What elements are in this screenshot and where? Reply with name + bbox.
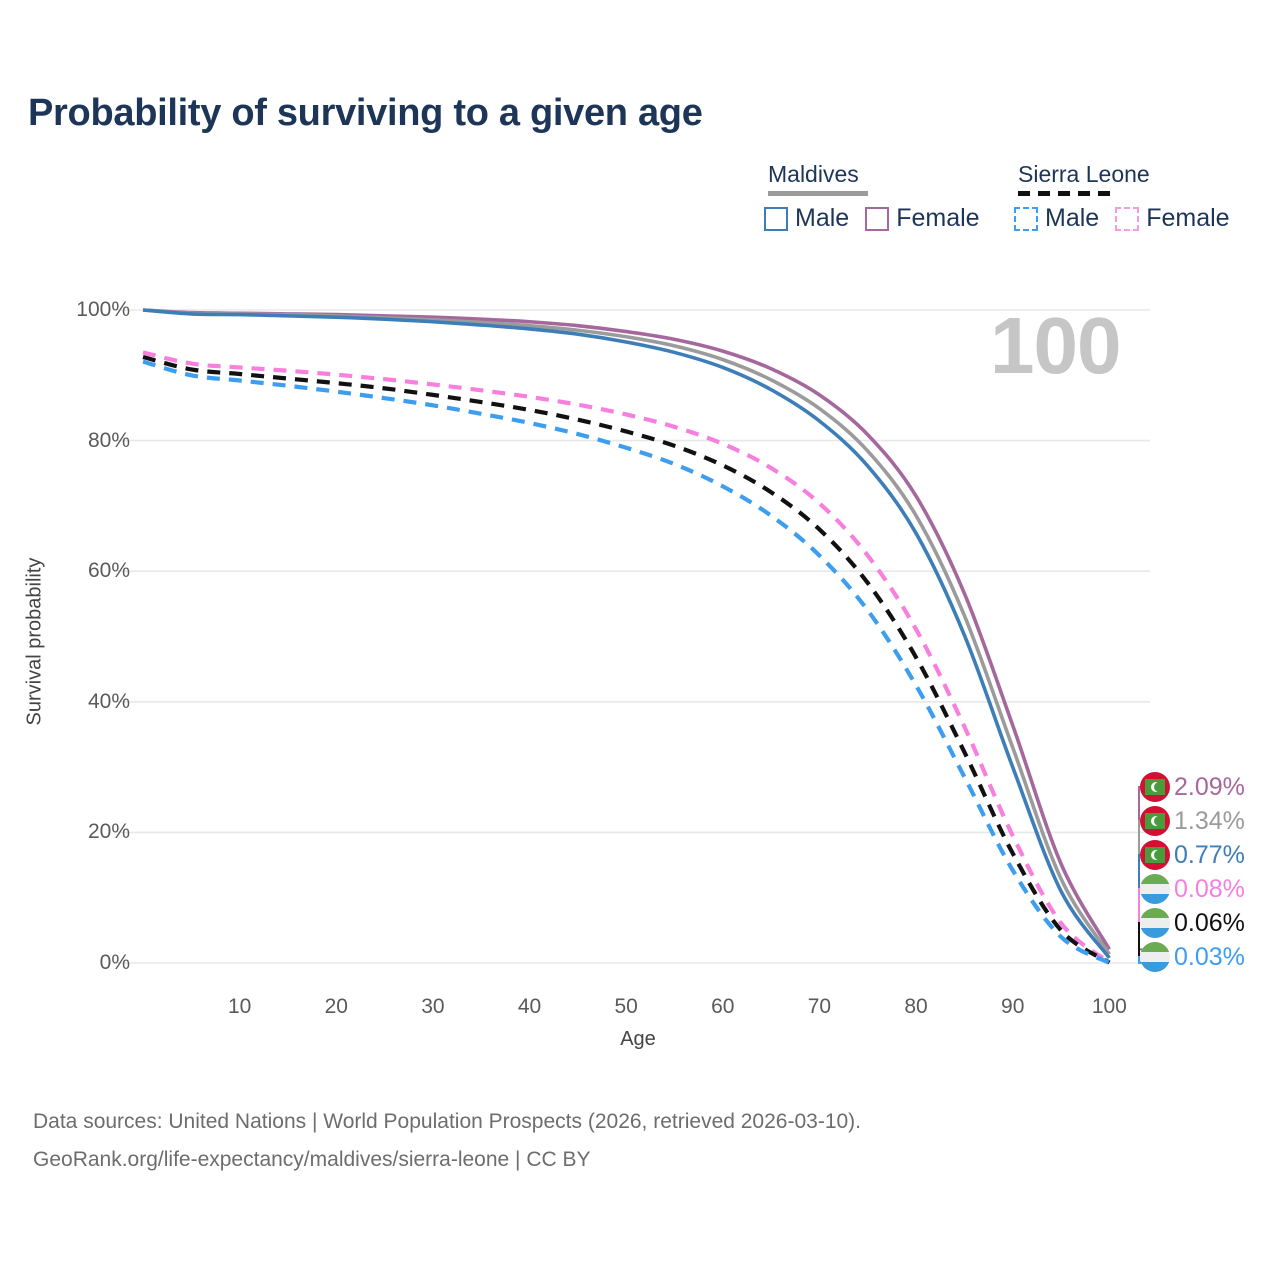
footer-line-url: GeoRank.org/life-expectancy/maldives/sie… bbox=[33, 1148, 591, 1171]
x-axis-title: Age bbox=[0, 1028, 1280, 1051]
legend-item-maldives-male[interactable]: Male bbox=[764, 204, 849, 233]
y-tick-label: 60% bbox=[87, 559, 130, 583]
legend-group-sierra-leone: Sierra Leone Male Female bbox=[1006, 160, 1256, 233]
series-end-label: 0.06% bbox=[1140, 906, 1245, 940]
series-end-label: 0.08% bbox=[1140, 872, 1245, 906]
footer-line-sources: Data sources: United Nations | World Pop… bbox=[33, 1110, 862, 1133]
x-tick-label: 90 bbox=[1001, 995, 1025, 1018]
x-tick-label: 80 bbox=[904, 995, 928, 1018]
series-end-label: 0.77% bbox=[1140, 838, 1245, 872]
x-tick-label: 40 bbox=[517, 995, 542, 1018]
x-axis-title-text: Age bbox=[620, 1028, 656, 1050]
legend-item-maldives-female[interactable]: Female bbox=[865, 204, 980, 233]
y-tick-label: 100% bbox=[76, 298, 130, 321]
legend-swatch-sierra-leone-male-icon bbox=[1014, 206, 1038, 231]
legend-swatch-maldives-male-icon bbox=[764, 206, 788, 231]
sierra-leone-flag-icon bbox=[1140, 874, 1170, 904]
sierra-leone-flag-icon bbox=[1140, 908, 1170, 938]
series-end-label: 0.03% bbox=[1140, 940, 1245, 974]
legend-item-sierra-leone-female[interactable]: Female bbox=[1115, 204, 1230, 233]
series-end-label: 2.09% bbox=[1140, 770, 1245, 804]
footer-credits: Data sources: United Nations | World Pop… bbox=[33, 1103, 861, 1179]
legend-group-title-maldives: Maldives bbox=[768, 161, 859, 187]
legend-item-sierra-leone-male[interactable]: Male bbox=[1014, 204, 1099, 233]
legend-group-title-sierra-leone: Sierra Leone bbox=[1018, 161, 1150, 187]
legend-label-maldives-male: Male bbox=[795, 204, 850, 232]
maldives-flag-icon bbox=[1140, 840, 1170, 870]
legend-label-maldives-female: Female bbox=[896, 204, 980, 232]
x-tick-label: 50 bbox=[614, 995, 638, 1018]
x-tick-label: 20 bbox=[324, 995, 348, 1018]
legend-label-sierra-leone-male: Male bbox=[1045, 204, 1100, 232]
series-end-value: 1.34% bbox=[1174, 806, 1245, 835]
y-axis-title: Survival probability bbox=[23, 557, 46, 726]
x-tick-label: 30 bbox=[421, 995, 445, 1018]
legend-rule-solid-icon bbox=[768, 191, 868, 196]
chart-watermark: 100 bbox=[990, 301, 1121, 390]
x-tick-label: 10 bbox=[227, 995, 252, 1018]
series-end-value: 2.09% bbox=[1174, 772, 1245, 801]
legend-rule-dashed-icon bbox=[1018, 191, 1118, 196]
legend-group-maldives: Maldives Male Female bbox=[756, 160, 1006, 233]
sierra-leone-flag-icon bbox=[1140, 942, 1170, 972]
maldives-flag-icon bbox=[1140, 806, 1170, 836]
page-title: Probability of surviving to a given age bbox=[28, 92, 703, 134]
legend-swatch-sierra-leone-female-icon bbox=[1115, 206, 1140, 231]
series-end-value: 0.77% bbox=[1174, 840, 1245, 869]
x-tick-label: 100 bbox=[1091, 995, 1127, 1018]
y-tick-label: 0% bbox=[99, 951, 130, 974]
series-end-label: 1.34% bbox=[1140, 804, 1245, 838]
series-end-value: 0.08% bbox=[1174, 874, 1245, 903]
x-tick-label: 60 bbox=[711, 995, 735, 1018]
series-end-value: 0.03% bbox=[1174, 942, 1245, 971]
y-tick-label: 80% bbox=[87, 428, 130, 452]
y-axis-tick-labels: 0% 20% 40% 60% 80% 100% bbox=[30, 0, 130, 1280]
x-tick-label: 70 bbox=[807, 995, 832, 1018]
maldives-flag-icon bbox=[1140, 772, 1170, 802]
legend-swatch-maldives-female-icon bbox=[865, 206, 890, 231]
chart-legend: Maldives Male Female Sierra Leone Male bbox=[756, 160, 1256, 233]
series-end-value: 0.06% bbox=[1174, 908, 1245, 937]
legend-label-sierra-leone-female: Female bbox=[1146, 204, 1230, 232]
y-tick-label: 40% bbox=[87, 689, 130, 713]
y-tick-label: 20% bbox=[87, 820, 130, 844]
